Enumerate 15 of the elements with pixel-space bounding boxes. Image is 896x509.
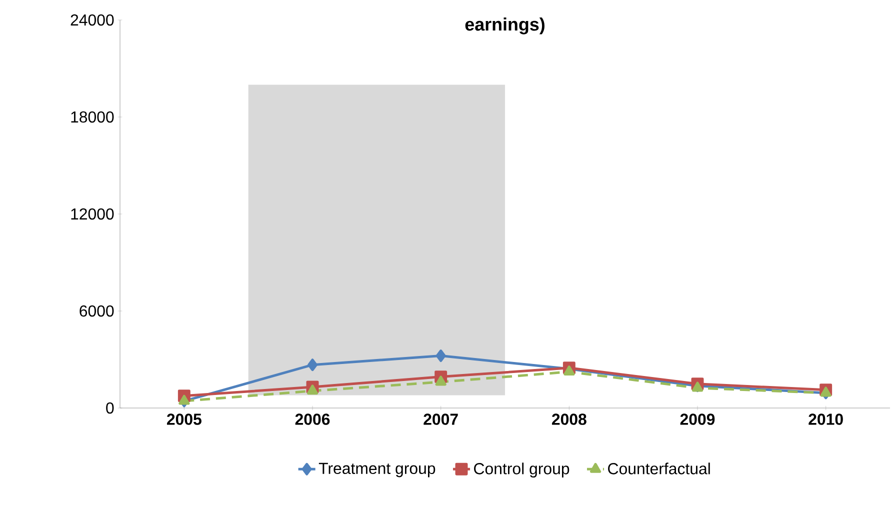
y-tick-label: 12000 bbox=[71, 208, 114, 220]
x-tick-label: 2005 bbox=[166, 414, 202, 425]
x-tick-label: 2007 bbox=[424, 414, 458, 425]
legend-label: Counterfactual bbox=[608, 462, 710, 474]
y-tick-label: 18000 bbox=[71, 111, 114, 123]
x-tick-label: 2009 bbox=[680, 414, 715, 425]
legend-label: Treatment group bbox=[318, 462, 436, 478]
x-tick-label: 2006 bbox=[295, 414, 330, 425]
y-tick-label: 0 bbox=[106, 402, 114, 414]
x-tick-label: 2010 bbox=[808, 414, 843, 425]
y-tick-label: 24000 bbox=[70, 14, 114, 26]
y-tick-label: 6000 bbox=[80, 305, 114, 317]
chart-title: earnings) bbox=[465, 18, 544, 34]
x-tick-label: 2008 bbox=[552, 414, 586, 425]
legend-label: Control group bbox=[474, 462, 570, 478]
